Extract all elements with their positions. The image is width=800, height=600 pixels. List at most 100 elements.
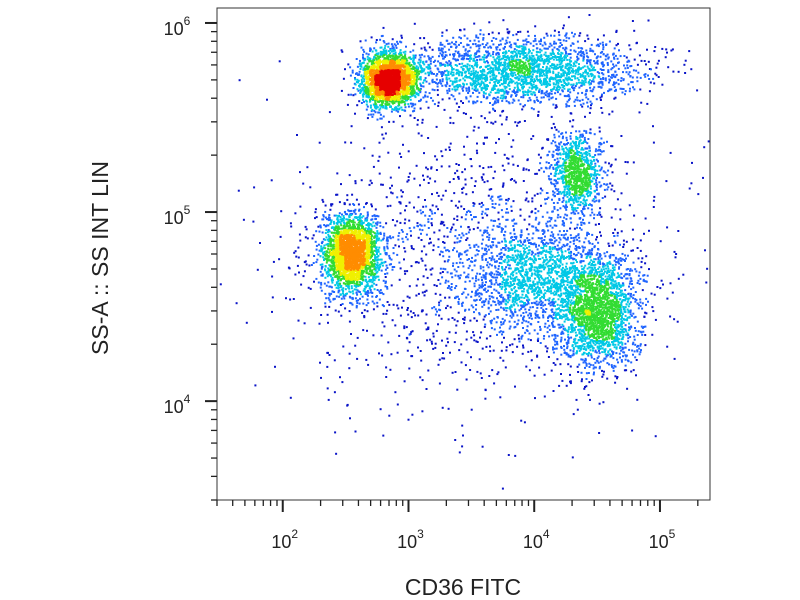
- event-dot: [486, 85, 489, 88]
- event-dot: [482, 94, 485, 97]
- event-dot: [372, 308, 375, 311]
- event-dot: [513, 91, 516, 93]
- event-dot: [452, 223, 455, 226]
- event-dot: [376, 223, 379, 226]
- event-dot: [490, 165, 493, 168]
- event-dot: [458, 200, 461, 203]
- event-dot: [584, 93, 587, 96]
- event-dot: [448, 149, 451, 151]
- event-dot: [519, 89, 522, 92]
- event-dot: [472, 228, 475, 231]
- event-dot: [467, 276, 470, 279]
- event-dot: [420, 47, 423, 50]
- event-dot: [576, 408, 579, 411]
- event-dot: [619, 55, 622, 58]
- event-dot: [515, 272, 518, 275]
- event-dot: [516, 345, 519, 348]
- event-dot: [706, 267, 709, 270]
- event-dot: [631, 283, 633, 285]
- event-dot: [350, 333, 352, 335]
- event-dot: [625, 268, 628, 271]
- event-dot: [509, 314, 512, 317]
- event-dot: [414, 103, 417, 106]
- event-dot: [592, 367, 595, 370]
- event-dot: [552, 351, 555, 354]
- event-dot: [619, 356, 621, 359]
- event-dot: [567, 93, 570, 96]
- event-dot: [446, 89, 449, 92]
- event-dot: [525, 256, 527, 259]
- event-dot: [500, 293, 503, 296]
- event-dot: [520, 336, 523, 338]
- event-dot: [465, 74, 467, 77]
- event-dot: [473, 334, 476, 337]
- event-dot: [440, 54, 443, 57]
- event-dot: [618, 49, 620, 52]
- event-dot: [355, 58, 358, 60]
- event-dot: [575, 248, 578, 250]
- event-dot: [424, 48, 427, 51]
- event-dot: [567, 83, 570, 86]
- event-dot: [559, 190, 561, 193]
- event-dot: [454, 50, 457, 53]
- event-dot: [534, 207, 537, 210]
- event-dot: [606, 53, 609, 56]
- event-dot: [456, 388, 459, 391]
- event-dot: [530, 350, 533, 353]
- event-dot: [550, 316, 553, 319]
- event-dot: [504, 270, 507, 273]
- event-dot: [354, 77, 356, 79]
- event-dot: [488, 312, 490, 315]
- event-dot: [585, 70, 588, 73]
- event-dot: [351, 212, 354, 215]
- event-dot: [364, 39, 367, 42]
- event-dot: [512, 139, 515, 142]
- event-dot: [500, 123, 503, 126]
- event-dot: [339, 216, 342, 219]
- event-dot: [516, 84, 519, 87]
- event-dot: [520, 234, 523, 237]
- event-dot: [639, 249, 642, 252]
- event-dot: [557, 160, 560, 163]
- event-dot: [481, 247, 484, 250]
- event-dot: [476, 61, 478, 64]
- event-dot: [362, 61, 365, 64]
- event-dot: [437, 81, 440, 84]
- event-dot: [574, 342, 577, 345]
- event-dot: [551, 323, 554, 326]
- event-dot: [306, 166, 309, 169]
- event-dot: [611, 67, 614, 69]
- event-dot: [560, 336, 563, 339]
- event-dot: [613, 97, 616, 100]
- event-dot: [371, 115, 374, 118]
- event-dot: [480, 101, 483, 104]
- event-dot: [665, 48, 668, 51]
- event-dot: [379, 265, 382, 268]
- event-dot: [382, 137, 385, 140]
- event-dot: [452, 178, 455, 180]
- event-dot: [572, 413, 575, 416]
- event-dot: [456, 295, 459, 298]
- event-dot: [475, 63, 478, 66]
- event-dot: [525, 38, 528, 41]
- event-dot: [525, 168, 528, 171]
- event-dot: [315, 277, 318, 280]
- event-dot: [560, 345, 563, 348]
- event-dot: [459, 71, 462, 74]
- event-dot: [642, 274, 645, 277]
- event-dot: [401, 237, 404, 240]
- event-dot: [585, 352, 588, 355]
- event-dot: [320, 267, 323, 270]
- event-dot: [610, 88, 613, 91]
- event-dot: [513, 99, 516, 102]
- event-dot: [594, 350, 597, 353]
- event-dot: [627, 305, 630, 308]
- event-dot: [562, 236, 565, 239]
- event-dot: [595, 179, 598, 182]
- event-dot: [514, 121, 517, 124]
- event-dot: [547, 175, 550, 178]
- event-dot: [423, 46, 426, 49]
- event-dot: [585, 378, 588, 380]
- event-dot: [319, 224, 322, 227]
- event-dot: [537, 237, 540, 240]
